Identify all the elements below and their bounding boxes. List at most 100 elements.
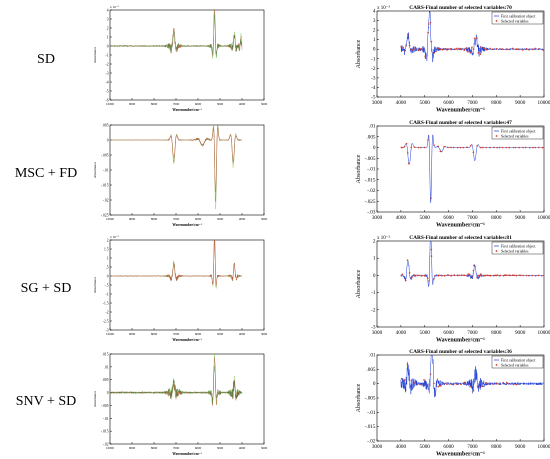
selected-variable-point [506, 48, 508, 51]
y-tick-label: -.01 [367, 167, 376, 173]
selected-variable-point [448, 274, 450, 276]
y-tick-label: -.5 [105, 284, 109, 288]
plot-area [110, 10, 243, 59]
y-tick-label: -5 [106, 90, 109, 94]
selected-variable-point [460, 383, 462, 385]
selected-variable-point [518, 274, 521, 277]
selected-variable-point [410, 146, 413, 149]
selected-variable-point [520, 274, 522, 277]
selected-variable-point [437, 385, 440, 388]
selected-variable-point [466, 50, 469, 53]
y-axis-label: Absorbance [356, 154, 362, 183]
plot-area [400, 133, 544, 203]
selected-variable-point [465, 47, 468, 49]
selected-variable-point [489, 47, 491, 50]
selected-variable-point [400, 378, 403, 380]
y-tick-label: -2.5 [103, 320, 109, 324]
x-tick-label: 3000 [372, 330, 383, 336]
y-tick-label: -4 [371, 85, 376, 91]
selected-variable-point [423, 379, 425, 381]
x-tick-label: 7000 [173, 332, 180, 336]
selected-variable-point [408, 271, 411, 274]
selected-variable-point [522, 274, 524, 277]
selected-variable-point [525, 48, 528, 50]
y-tick-label: 1 [373, 256, 376, 262]
x-axis-label: Wavenumber/cm⁻¹ [436, 452, 485, 458]
selected-variable-point [534, 146, 537, 149]
selected-variable-point [472, 48, 475, 50]
y-axis-label: Absorbance [356, 269, 362, 298]
y-tick-label: .005 [366, 134, 375, 140]
calibration-series [400, 355, 544, 398]
selected-variable-point [441, 274, 443, 277]
y-tick-label: .005 [102, 124, 108, 128]
y-tick-label: -.005 [101, 404, 109, 408]
x-axis-label: Wavenumber/cm⁻¹ [172, 108, 201, 112]
x-tick-label: 10000 [538, 215, 550, 221]
selected-variable-point [538, 146, 540, 149]
chart-title: CARS-Final number of selected variables:… [409, 5, 512, 11]
y-tick-label: -3 [106, 72, 109, 76]
selected-variable-point [528, 274, 530, 277]
y-tick-label: 4 [373, 9, 376, 15]
y-axis-label: Absorbance [356, 39, 362, 68]
chart-title: CARS-Final number of selected variables:… [409, 120, 512, 126]
selected-variable-point [467, 273, 469, 275]
selected-variable-point [501, 146, 504, 149]
axes-box [109, 9, 265, 101]
x-tick-label: 8000 [151, 332, 158, 336]
selected-variable-point [476, 386, 479, 388]
selected-variable-point [414, 47, 417, 49]
selected-variable-point [508, 382, 510, 385]
y-tick-label: -.02 [103, 199, 109, 203]
selected-variable-point [442, 48, 445, 50]
selected-variable-point [495, 382, 498, 385]
y-tick-label: 2 [373, 28, 376, 34]
x-tick-label: 5000 [217, 332, 224, 336]
y-tick-label: -.025 [365, 199, 376, 205]
selected-variable-point [479, 53, 482, 55]
selected-variable-point [512, 274, 514, 276]
y-tick-label: -1 [371, 290, 376, 296]
spectrum-series [110, 365, 243, 404]
y-tick-label: -.015 [365, 424, 376, 430]
y-tick-label: -.02 [367, 439, 376, 445]
selected-variable-point [418, 274, 420, 277]
y-tick-label: -.03 [367, 210, 376, 216]
selected-variable-point [446, 383, 448, 386]
selected-variable-point [472, 151, 475, 154]
chart-sd-spectra: 10000 9000 8000 7000 6000 5000 4000 3000 4 3 2 1 0 -1… [93, 5, 268, 112]
y-tick-label: .015 [102, 353, 108, 357]
selected-variable-point [486, 274, 488, 277]
selected-variable-point [443, 274, 446, 277]
selected-variable-point [463, 274, 466, 277]
selected-variable-point [430, 248, 433, 251]
axes-box [376, 10, 545, 98]
selected-variable-point [414, 275, 417, 277]
selected-variable-point [437, 145, 439, 148]
selected-variable-point [532, 146, 534, 149]
x-tick-label: 8000 [491, 330, 502, 336]
x-tick-label: 7000 [467, 444, 478, 450]
spectrum-series [110, 127, 243, 192]
selected-variable-point [476, 277, 479, 279]
selected-variable-point [463, 48, 466, 51]
selected-variable-point [484, 274, 486, 277]
selected-variable-point [515, 383, 518, 386]
x-tick-label: 7000 [173, 217, 180, 221]
selected-variable-point [499, 274, 502, 277]
selected-variable-point [400, 45, 403, 48]
x-tick-label: 10000 [106, 102, 114, 106]
x-tick-label: 4000 [239, 102, 246, 106]
selected-variable-point [485, 381, 487, 384]
selected-variable-point [411, 276, 413, 279]
y-tick-label: -.005 [365, 396, 376, 402]
selected-variable-point [404, 279, 407, 282]
selected-variable-point [499, 48, 501, 50]
selected-variable-point [489, 274, 492, 277]
y-tick-label: -.005 [101, 154, 109, 158]
chart-title: CARS-Final number of selected variables:… [409, 235, 512, 241]
x-tick-label: 8000 [151, 217, 158, 221]
selected-variable-point [508, 146, 511, 149]
axis-exponent: x 10⁻³ [377, 235, 390, 241]
